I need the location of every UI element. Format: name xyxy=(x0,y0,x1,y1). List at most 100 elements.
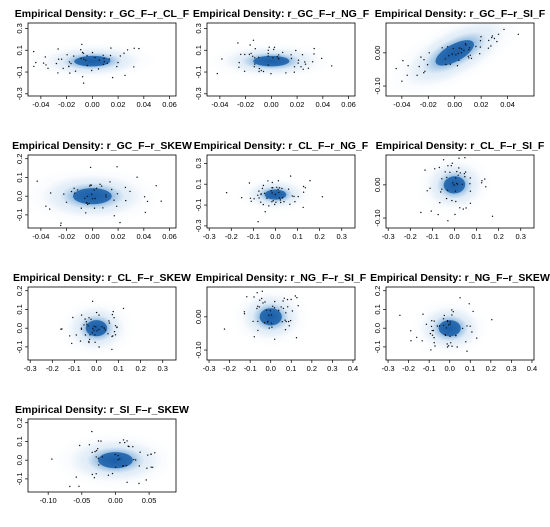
outlier-point xyxy=(74,192,76,194)
outlier-point xyxy=(271,201,273,203)
x-tick-label: -0.02 xyxy=(58,100,75,109)
outlier-point xyxy=(129,190,131,193)
x-tick-label: 0.00 xyxy=(447,100,462,109)
outlier-point xyxy=(74,70,77,72)
outlier-point xyxy=(447,46,449,48)
outlier-point xyxy=(97,457,100,459)
outlier-point xyxy=(462,208,464,210)
outlier-point xyxy=(459,207,461,209)
outlier-point xyxy=(112,310,114,313)
outlier-point xyxy=(293,71,295,73)
outlier-point xyxy=(96,330,98,332)
outlier-point xyxy=(75,334,78,336)
outlier-point xyxy=(116,205,118,207)
outlier-point xyxy=(93,325,95,328)
outlier-point xyxy=(84,197,86,199)
outlier-point xyxy=(407,65,409,67)
outlier-point xyxy=(94,450,96,453)
outlier-point xyxy=(86,195,89,198)
outlier-point xyxy=(86,201,88,204)
outlier-point xyxy=(399,314,401,316)
outlier-point xyxy=(125,464,128,467)
outlier-point xyxy=(453,184,455,186)
outlier-point xyxy=(84,318,86,320)
x-tick-label: 0.2 xyxy=(135,364,145,373)
x-tick-label: 0.04 xyxy=(316,100,331,109)
outlier-point xyxy=(84,334,87,336)
density-core xyxy=(438,320,461,337)
x-tick-label: 0.0 xyxy=(270,232,280,241)
x-tick-label: 0.04 xyxy=(137,100,152,109)
outlier-point xyxy=(257,305,259,307)
outlier-point xyxy=(119,458,121,460)
y-tick-label: 0.3 xyxy=(194,158,203,168)
outlier-point xyxy=(447,165,449,167)
outlier-point xyxy=(433,320,435,322)
panel-title: Empirical Density: r_GC_F–r_CL_F xyxy=(15,8,190,20)
outlier-point xyxy=(76,189,79,191)
x-tick-label: 0.0 xyxy=(449,232,459,241)
outlier-point xyxy=(449,323,451,325)
y-tick-label: 0.0 xyxy=(15,323,24,333)
outlier-point xyxy=(458,59,460,62)
outlier-point xyxy=(72,316,74,319)
outlier-point xyxy=(313,47,315,50)
outlier-point xyxy=(469,190,472,192)
outlier-point xyxy=(83,58,85,60)
outlier-point xyxy=(85,59,87,61)
x-tick-label: -0.3 xyxy=(382,232,395,241)
outlier-point xyxy=(421,340,423,342)
outlier-point xyxy=(238,66,240,69)
outlier-point xyxy=(91,51,94,54)
outlier-point xyxy=(95,311,98,314)
outlier-point xyxy=(458,157,460,159)
panel-title: Empirical Density: r_CL_F–r_SKEW xyxy=(13,272,191,284)
outlier-point xyxy=(125,199,127,202)
density-body xyxy=(386,23,524,96)
x-tick-label: 0.1 xyxy=(286,364,296,373)
outlier-point xyxy=(458,167,460,169)
outlier-point xyxy=(65,201,68,203)
x-tick-label: -0.3 xyxy=(382,364,395,373)
x-tick-label: -0.02 xyxy=(237,100,254,109)
outlier-point xyxy=(69,72,71,74)
outlier-point xyxy=(75,476,78,478)
outlier-point xyxy=(47,67,49,70)
outlier-point xyxy=(95,187,98,189)
outlier-point xyxy=(276,55,278,58)
outlier-point xyxy=(423,72,425,74)
x-tick-label: 0.3 xyxy=(337,232,347,241)
outlier-point xyxy=(259,299,261,301)
density-panel: Empirical Density: r_CL_F–r_SI_F -0.3 -0.2… xyxy=(373,140,545,241)
outlier-point xyxy=(279,199,282,201)
outlier-point xyxy=(257,329,259,332)
x-tick-label: 0.05 xyxy=(142,496,157,505)
outlier-point xyxy=(126,440,128,442)
outlier-point xyxy=(94,197,96,200)
outlier-point xyxy=(488,39,490,42)
outlier-point xyxy=(455,335,457,337)
outlier-point xyxy=(270,322,273,324)
plot-frame xyxy=(27,286,177,361)
outlier-point xyxy=(416,74,418,77)
outlier-point xyxy=(107,333,109,335)
x-tick-label: -0.1 xyxy=(426,232,439,241)
x-tick-label: 0.2 xyxy=(486,364,496,373)
outlier-point xyxy=(244,53,246,56)
outlier-point xyxy=(108,58,111,60)
outlier-point xyxy=(450,165,452,167)
outlier-point xyxy=(274,193,276,196)
outlier-point xyxy=(451,345,453,347)
x-tick-label: 0.0 xyxy=(91,364,101,373)
outlier-point xyxy=(451,314,453,316)
x-tick-label: 0.3 xyxy=(516,232,526,241)
outlier-point xyxy=(238,61,240,64)
outlier-point xyxy=(97,440,100,442)
outlier-point xyxy=(94,341,96,343)
outlier-point xyxy=(429,332,432,335)
outlier-point xyxy=(444,58,446,60)
x-tick-label: 0.2 xyxy=(314,232,324,241)
outlier-point xyxy=(103,61,106,63)
outlier-point xyxy=(122,439,125,441)
